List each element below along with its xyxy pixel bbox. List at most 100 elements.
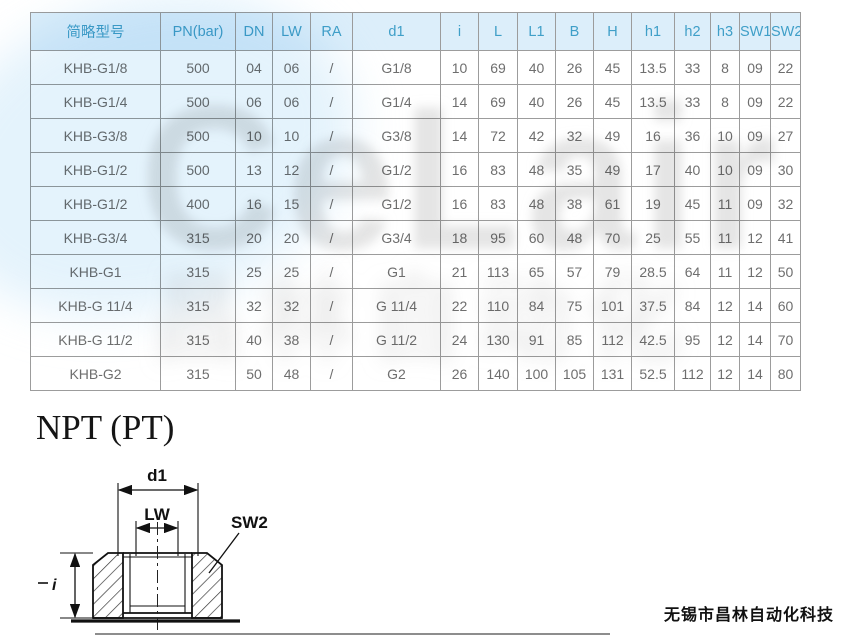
table-cell: / (310, 186, 353, 221)
column-header-3: LW (272, 12, 311, 51)
table-cell: 12 (710, 322, 740, 357)
dim-label-sw2: SW2 (231, 513, 268, 532)
table-cell: 26 (555, 50, 594, 85)
table-cell: 131 (593, 356, 632, 391)
table-cell: 95 (478, 220, 518, 255)
table-cell: 105 (555, 356, 594, 391)
table-cell: 12 (272, 152, 311, 187)
table-cell: 42.5 (631, 322, 675, 357)
left-wall-hatch (92, 552, 124, 619)
table-cell: G2 (352, 356, 441, 391)
table-row: KHB-G 11/2 315 40 38/G 11/2 24 130 91 85 112 42.5… (30, 322, 801, 357)
table-cell: 41 (770, 220, 801, 255)
table-cell: 315 (160, 220, 236, 255)
table-cell: 49 (593, 152, 632, 187)
table-cell: 64 (674, 254, 711, 289)
bottom-horizontal-rule (95, 633, 610, 635)
table-row: KHB-G3/8 500 10 10/G3/8 14 72 42 32 49 16 36 10 09 27 (30, 118, 801, 153)
table-cell: G 11/4 (352, 288, 441, 323)
table-cell: 61 (593, 186, 632, 221)
table-cell: 40 (235, 322, 273, 357)
table-cell: 20 (272, 220, 311, 255)
table-cell: 13.5 (631, 84, 675, 119)
table-cell: 25 (631, 220, 675, 255)
table-cell: 37.5 (631, 288, 675, 323)
table-cell: 04 (235, 50, 273, 85)
table-cell: 91 (517, 322, 556, 357)
table-cell: / (310, 356, 353, 391)
table-cell: KHB-G2 (30, 356, 161, 391)
table-cell: 32 (555, 118, 594, 153)
table-row: KHB-G1/8 500 04 06/G1/8 10 69 40 26 45 13.5 33 8 09 2… (30, 50, 801, 85)
table-cell: 101 (593, 288, 632, 323)
table-cell: 10 (710, 118, 740, 153)
table-cell: KHB-G1/2 (30, 152, 161, 187)
column-header-12: h2 (674, 12, 711, 51)
table-cell: / (310, 220, 353, 255)
column-header-0: 简略型号 (30, 12, 161, 51)
table-cell: KHB-G 11/2 (30, 322, 161, 357)
table-cell: KHB-G1 (30, 254, 161, 289)
table-cell: 30 (770, 152, 801, 187)
table-cell: 35 (555, 152, 594, 187)
table-cell: 33 (674, 84, 711, 119)
table-cell: 42 (517, 118, 556, 153)
table-cell: 75 (555, 288, 594, 323)
section-heading-npt: NPT (PT) (36, 408, 175, 447)
table-cell: / (310, 84, 353, 119)
fitting-cross-section-diagram: d1 LW SW2 i (38, 466, 268, 630)
table-cell: 72 (478, 118, 518, 153)
table-cell: 48 (517, 186, 556, 221)
table-cell: 69 (478, 50, 518, 85)
table-cell: 14 (440, 84, 479, 119)
table-cell: 09 (739, 84, 771, 119)
table-cell: 8 (710, 50, 740, 85)
table-cell: 60 (770, 288, 801, 323)
table-cell: 12 (710, 356, 740, 391)
table-cell: 52.5 (631, 356, 675, 391)
table-cell: 45 (593, 50, 632, 85)
table-cell: 06 (235, 84, 273, 119)
table-cell: 70 (593, 220, 632, 255)
table-cell: 13 (235, 152, 273, 187)
table-cell: 48 (517, 152, 556, 187)
table-cell: 315 (160, 322, 236, 357)
dim-label-d1: d1 (147, 466, 167, 485)
column-header-2: DN (235, 12, 273, 51)
table-row: KHB-G 11/4 315 32 32/G 11/4 22 110 84 75 101 37.5… (30, 288, 801, 323)
right-wall-hatch (191, 552, 223, 619)
table-cell: G1/8 (352, 50, 441, 85)
table-cell: 400 (160, 186, 236, 221)
table-cell: 25 (235, 254, 273, 289)
table-cell: 14 (739, 322, 771, 357)
table-cell: 06 (272, 50, 311, 85)
table-cell: 21 (440, 254, 479, 289)
table-cell: 33 (674, 50, 711, 85)
table-cell: 10 (235, 118, 273, 153)
table-cell: 22 (440, 288, 479, 323)
table-cell: 13.5 (631, 50, 675, 85)
table-cell: 16 (440, 152, 479, 187)
table-cell: 32 (272, 288, 311, 323)
table-cell: / (310, 118, 353, 153)
table-cell: 12 (739, 254, 771, 289)
table-cell: 50 (770, 254, 801, 289)
table-cell: 14 (739, 288, 771, 323)
table-cell: 28.5 (631, 254, 675, 289)
table-cell: 26 (555, 84, 594, 119)
table-cell: 84 (517, 288, 556, 323)
table-cell: 100 (517, 356, 556, 391)
table-cell: / (310, 152, 353, 187)
table-cell: 09 (739, 152, 771, 187)
table-cell: 14 (440, 118, 479, 153)
table-cell: 79 (593, 254, 632, 289)
table-cell: G1/2 (352, 152, 441, 187)
table-cell: / (310, 254, 353, 289)
table-cell: / (310, 322, 353, 357)
table-cell: 10 (440, 50, 479, 85)
table-cell: 50 (235, 356, 273, 391)
column-header-4: RA (310, 12, 353, 51)
table-cell: 45 (674, 186, 711, 221)
